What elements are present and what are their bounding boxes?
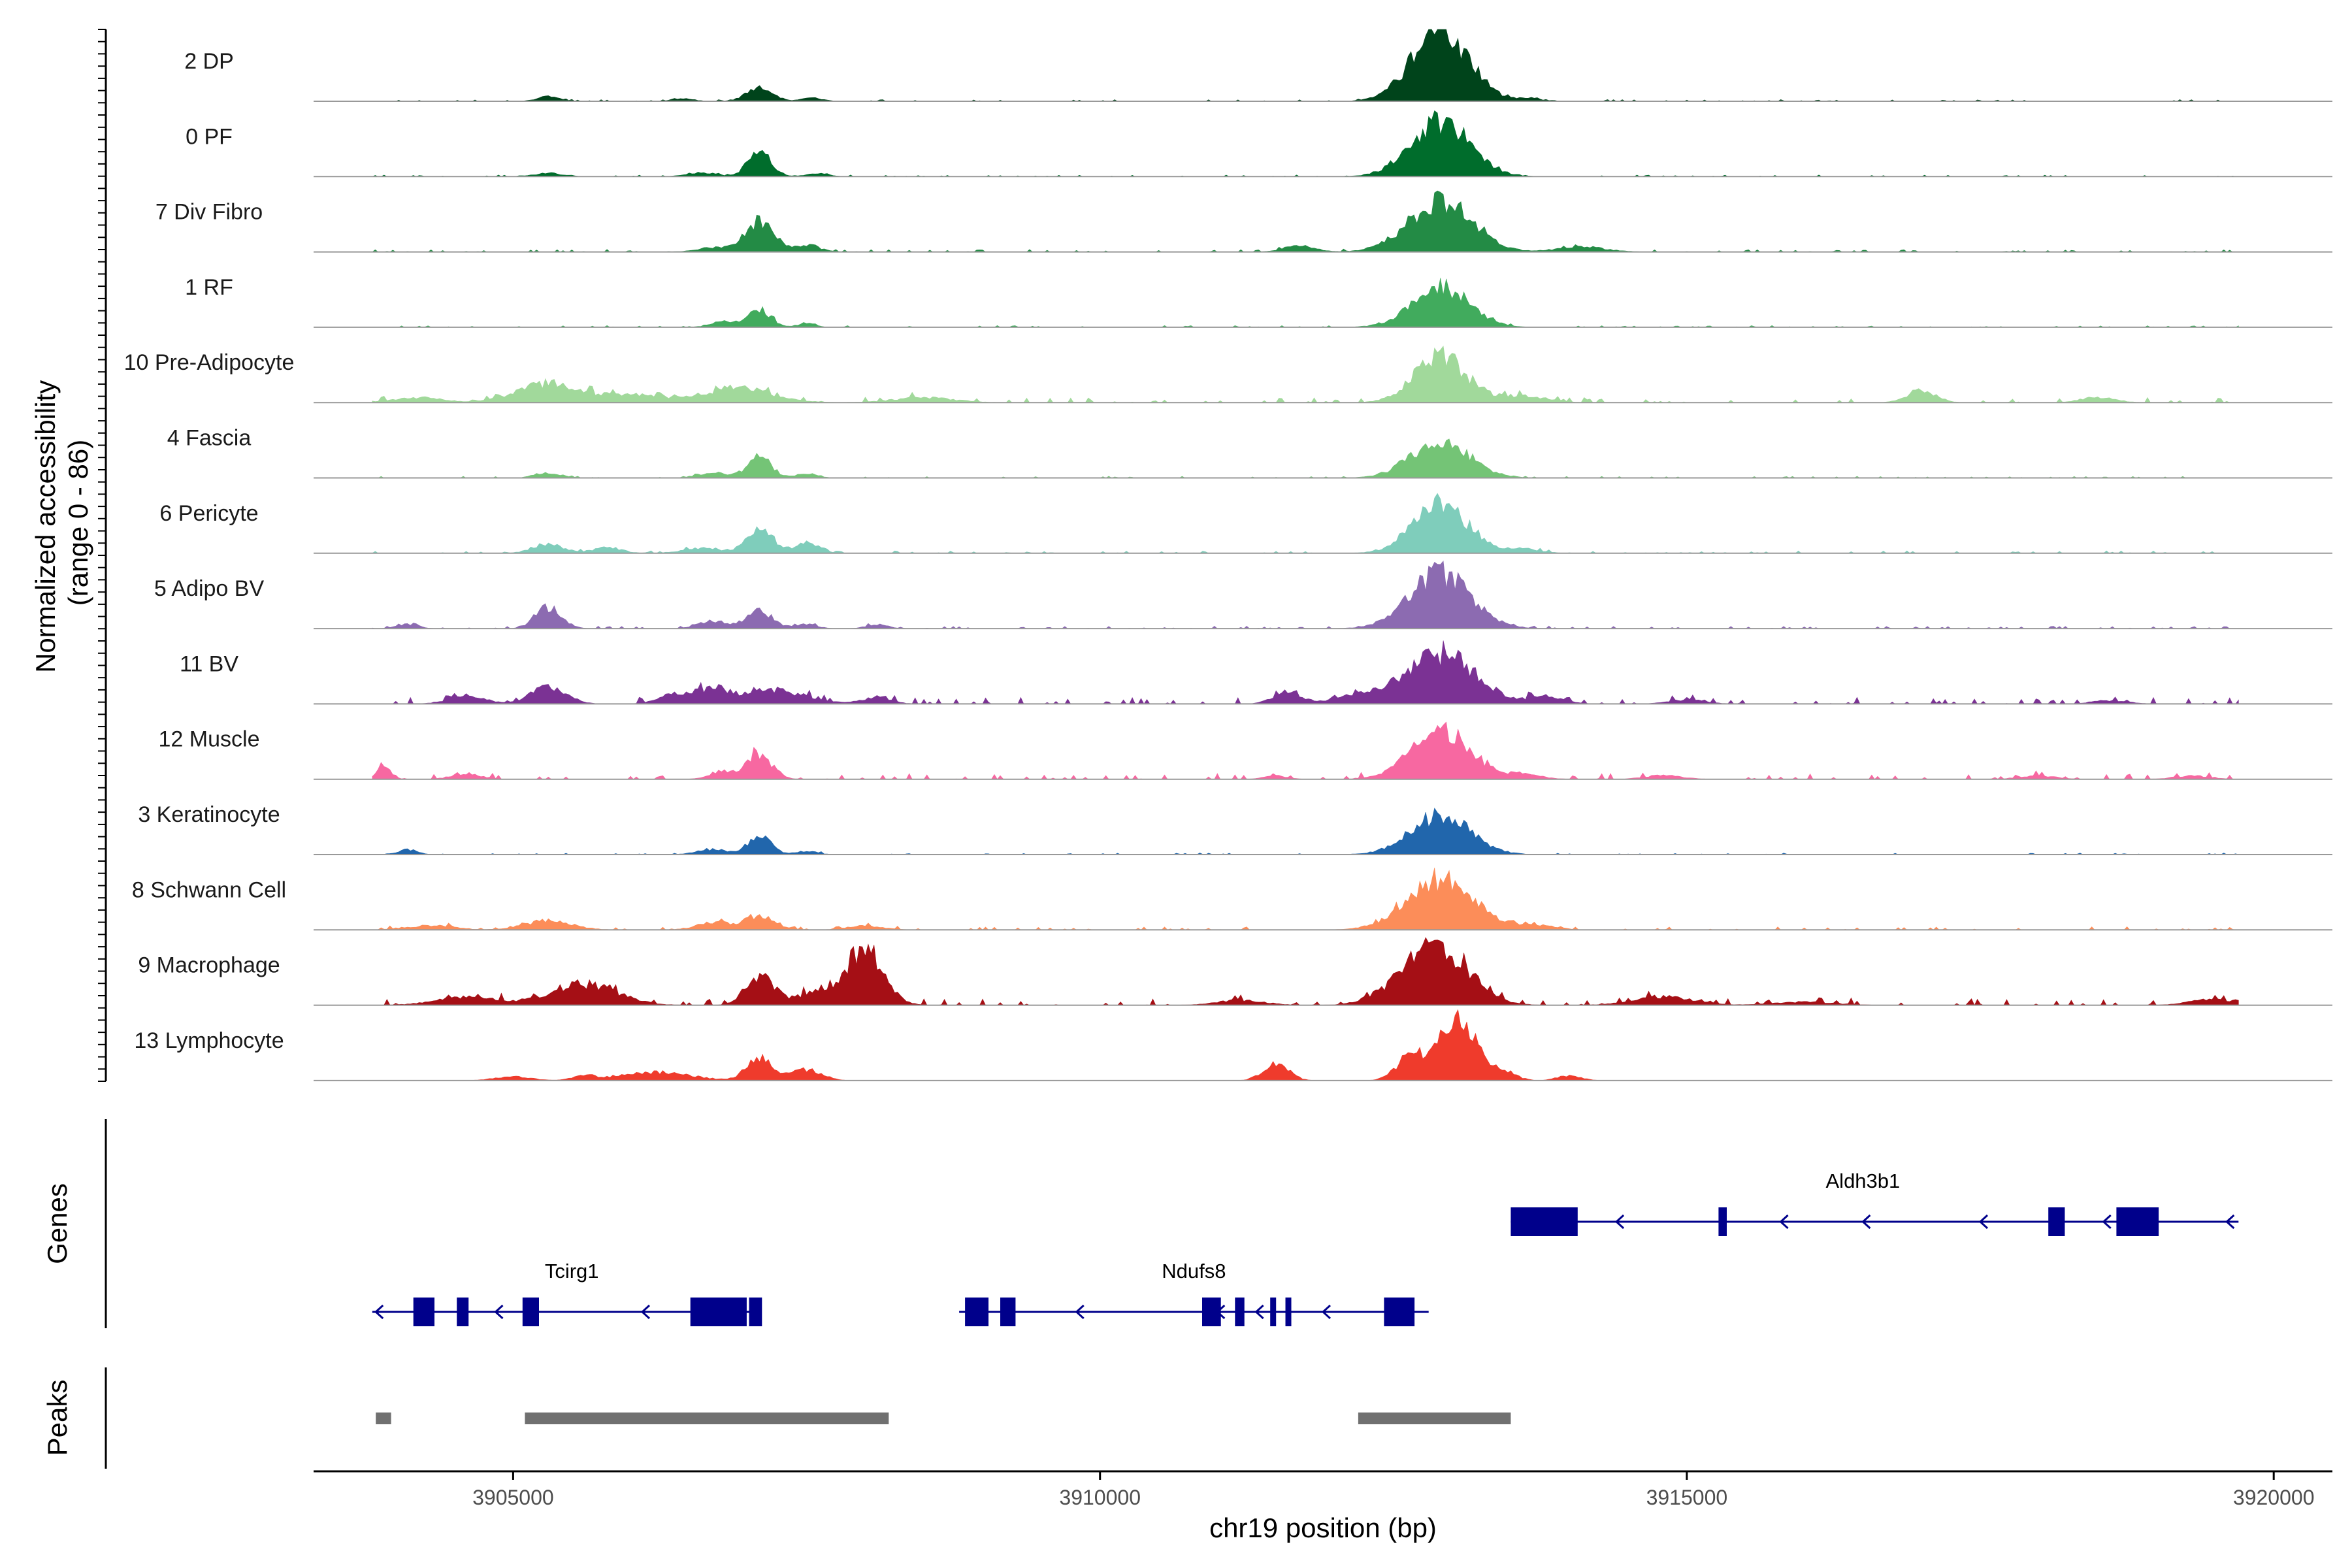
- coverage-area: [372, 640, 2239, 704]
- track-label: 10 Pre-Adipocyte: [124, 350, 295, 375]
- peak-bar: [376, 1413, 391, 1424]
- track-label: 0 PF: [186, 124, 233, 149]
- track-label: 2 DP: [184, 49, 234, 74]
- y-axis-title: Normalized accessibility (range 0 - 86): [30, 372, 93, 673]
- track-label: 8 Schwann Cell: [132, 877, 286, 902]
- gene-tcirg1: Tcirg1: [372, 1260, 762, 1326]
- coverage-area: [372, 1009, 2239, 1081]
- coverage-area: [372, 808, 2239, 855]
- strand-arrow: [494, 1304, 504, 1320]
- coverage-area: [372, 346, 2239, 403]
- y-axis: [98, 29, 107, 1082]
- track-label: 12 Muscle: [159, 727, 260, 752]
- gene-aldh3b1: Aldh3b1: [1511, 1169, 2239, 1236]
- gene-exon: [457, 1298, 469, 1326]
- track-label: 11 BV: [180, 651, 238, 676]
- gene-label: Ndufs8: [1162, 1260, 1226, 1282]
- strand-arrow: [1978, 1214, 1989, 1230]
- track-label: 3 Keratinocyte: [138, 802, 280, 827]
- x-tick-label: 3920000: [2233, 1486, 2315, 1509]
- coverage-area: [372, 29, 2239, 102]
- strand-arrow: [1321, 1304, 1331, 1320]
- strand-arrow: [1861, 1214, 1871, 1230]
- track-5: 10 Pre-Adipocyte: [124, 346, 2332, 404]
- x-tick-label: 3910000: [1059, 1486, 1141, 1509]
- coverage-area: [372, 868, 2239, 930]
- accessibility-tracks: 2 DP 0 PF 7 Div Fibro 1 RF 10 Pre-Adipocyte 4…: [124, 29, 2332, 1081]
- coverage-area: [372, 561, 2239, 629]
- track-label: 4 Fascia: [167, 426, 252, 451]
- gene-exon: [749, 1298, 762, 1326]
- track-6: 4 Fascia: [167, 426, 2332, 479]
- gene-label: Tcirg1: [545, 1260, 599, 1282]
- track-label: 7 Div Fibro: [155, 200, 263, 225]
- strand-arrow: [2102, 1214, 2112, 1230]
- x-tick-label: 3905000: [472, 1486, 554, 1509]
- gene-exon: [1384, 1298, 1415, 1326]
- gene-exon: [690, 1298, 747, 1326]
- track-4: 1 RF: [185, 275, 2332, 328]
- x-axis: 3905000 3910000 3915000 3920000: [472, 1471, 2314, 1509]
- strand-arrow: [1254, 1304, 1264, 1320]
- peak-bar: [1358, 1413, 1511, 1424]
- strand-arrow: [374, 1304, 384, 1320]
- strand-arrow: [1075, 1304, 1085, 1320]
- gene-exon: [413, 1298, 434, 1326]
- y-axis-title-line-1: Normalized accessibility: [30, 380, 61, 673]
- gene-label: Aldh3b1: [1826, 1169, 1901, 1192]
- gene-exon: [1511, 1207, 1578, 1236]
- gene-exon: [1000, 1298, 1016, 1326]
- genes-section-label: Genes: [42, 1183, 73, 1264]
- track-3: 7 Div Fibro: [155, 190, 2332, 253]
- track-12: 8 Schwann Cell: [132, 868, 2332, 931]
- coverage-area: [372, 438, 2239, 478]
- gene-exon: [2048, 1207, 2065, 1236]
- gene-exon: [965, 1298, 988, 1326]
- coverage-area: [371, 190, 2239, 252]
- track-label: 6 Pericyte: [159, 501, 258, 526]
- strand-arrow: [1614, 1214, 1625, 1230]
- track-label: 9 Macrophage: [138, 953, 280, 978]
- track-10: 12 Muscle: [159, 721, 2332, 780]
- coverage-area: [372, 110, 2239, 177]
- strand-arrow: [1779, 1214, 1789, 1230]
- peak-track: [376, 1413, 1511, 1424]
- track-8: 5 Adipo BV: [154, 561, 2332, 630]
- track-11: 3 Keratinocyte: [138, 802, 2332, 855]
- track-label: 13 Lymphocyte: [134, 1028, 284, 1053]
- coverage-area: [371, 493, 2239, 554]
- gene-annotation-track: Aldh3b1 Tcirg1 Ndufs8: [372, 1169, 2239, 1326]
- gene-ndufs8: Ndufs8: [959, 1260, 1429, 1326]
- gene-exon: [1718, 1207, 1727, 1236]
- x-axis-title: chr19 position (bp): [1209, 1512, 1437, 1543]
- strand-arrow: [640, 1304, 651, 1320]
- track-label: 1 RF: [185, 275, 233, 300]
- gene-exon: [2116, 1207, 2159, 1236]
- x-tick-label: 3915000: [1646, 1486, 1728, 1509]
- peak-bar: [525, 1413, 889, 1424]
- track-label: 5 Adipo BV: [154, 576, 265, 601]
- coverage-area: [372, 278, 2239, 328]
- gene-exon: [522, 1298, 539, 1326]
- coverage-area: [372, 721, 2239, 780]
- y-axis-title-line-2: (range 0 - 86): [63, 440, 93, 606]
- gene-exon: [1202, 1298, 1221, 1326]
- gene-exon: [1235, 1298, 1245, 1326]
- track-14: 13 Lymphocyte: [134, 1009, 2332, 1081]
- strand-arrow: [2225, 1214, 2235, 1230]
- peaks-section-label: Peaks: [42, 1380, 73, 1456]
- track-13: 9 Macrophage: [138, 937, 2332, 1006]
- track-2: 0 PF: [186, 110, 2332, 178]
- track-7: 6 Pericyte: [159, 493, 2332, 554]
- track-1: 2 DP: [184, 29, 2332, 102]
- coverage-area: [372, 937, 2239, 1006]
- gene-exon: [1270, 1298, 1277, 1326]
- track-9: 11 BV: [180, 640, 2332, 705]
- gene-exon: [1285, 1298, 1292, 1326]
